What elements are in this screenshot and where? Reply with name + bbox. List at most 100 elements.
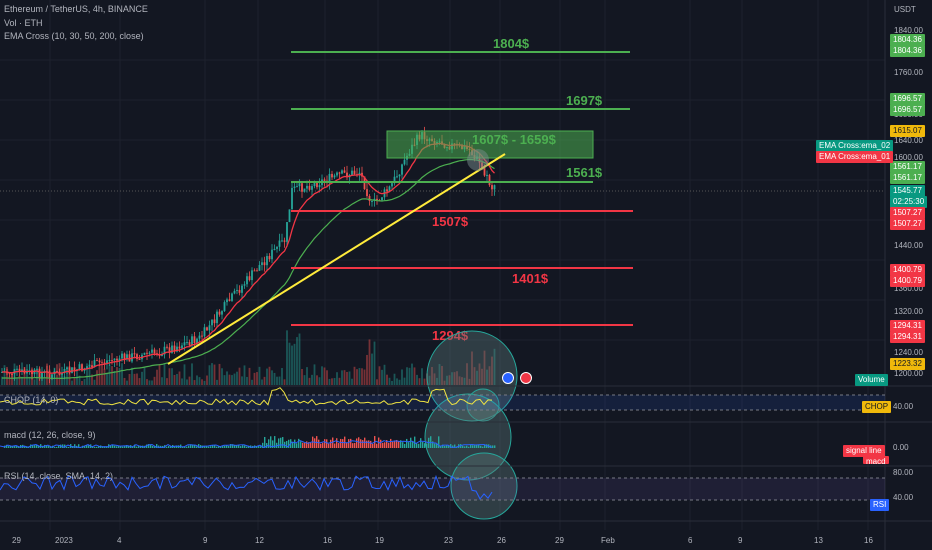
candle (338, 172, 341, 174)
volume-badge: Volume (855, 374, 888, 386)
symbol-legend[interactable]: Ethereum / TetherUS, 4h, BINANCE (4, 4, 148, 14)
volume-bar (383, 364, 386, 385)
macd-legend[interactable]: macd (12, 26, close, 9) (4, 430, 96, 440)
macd-bar (96, 446, 98, 448)
macd-bar (124, 445, 126, 448)
volume-bar (73, 378, 76, 385)
volume-bar (158, 363, 161, 385)
macd-bar (340, 438, 342, 448)
macd-bar (392, 441, 394, 448)
macd-bar (288, 439, 290, 448)
macd-bar (470, 444, 472, 448)
volume-bar (318, 377, 321, 385)
volume-bar (148, 380, 151, 385)
volume-legend[interactable]: Vol · ETH (4, 18, 43, 28)
volume-bar (441, 366, 443, 385)
macd-bar (306, 441, 308, 448)
macd-bar (444, 445, 446, 448)
candle (253, 270, 256, 272)
volume-bar (63, 376, 66, 385)
volume-bar (433, 373, 436, 385)
event-flag-icon[interactable] (502, 372, 514, 384)
candle (123, 353, 126, 360)
candle (203, 327, 206, 337)
candle (241, 285, 243, 293)
event-flag-icon[interactable] (520, 372, 532, 384)
volume-bar (411, 363, 413, 385)
macd-bar (66, 446, 68, 448)
candle (106, 360, 108, 364)
volume-bar (253, 372, 256, 385)
macd-bar (12, 446, 14, 448)
volume-bar (423, 378, 426, 385)
resistance-zone[interactable] (386, 130, 594, 159)
candle (396, 176, 398, 178)
macd-bar (418, 443, 420, 448)
volume-bar (473, 367, 476, 385)
volume-bar (236, 371, 238, 385)
candle (286, 222, 288, 242)
volume-bar (291, 345, 293, 385)
candle (341, 170, 343, 174)
volume-bar (271, 370, 273, 385)
macd-bar (368, 440, 370, 448)
volume-bar (136, 373, 138, 385)
price-tag: 1223.32 (890, 358, 925, 370)
volume-bar (178, 371, 181, 385)
volume-bar (168, 368, 171, 385)
candle (128, 354, 131, 362)
macd-bar (328, 443, 330, 448)
candle (191, 336, 193, 346)
volume-bar (298, 333, 301, 385)
volume-bar (296, 337, 298, 385)
volume-bar (408, 367, 411, 385)
time-tick: 16 (323, 536, 332, 545)
ema-legend[interactable]: EMA Cross (10, 30, 50, 200, close) (4, 31, 144, 41)
chop-legend[interactable]: CHOP (14, 0) (4, 395, 59, 405)
candle (148, 352, 151, 354)
price-tick: 1600.00 (894, 153, 923, 162)
candle (163, 346, 166, 355)
macd-bar (448, 445, 450, 448)
macd-bar (224, 445, 226, 448)
macd-bar (98, 445, 100, 448)
volume-bar (478, 363, 481, 385)
macd-bar (398, 441, 400, 448)
volume-bar (373, 341, 376, 385)
macd-bar (426, 443, 428, 448)
macd-bar (332, 437, 334, 448)
volume-bar (88, 364, 91, 385)
macd-bar (296, 443, 298, 448)
volume-bar (206, 375, 208, 385)
trend-line[interactable] (167, 153, 506, 365)
macd-bar (116, 446, 118, 448)
candle (353, 170, 356, 175)
candle (86, 366, 88, 369)
macd-bar (286, 440, 288, 448)
volume-bar (491, 356, 493, 385)
rsi-legend[interactable]: RSI (14, close, SMA, 14, 2) (4, 471, 114, 481)
macd-bar (394, 440, 396, 448)
macd-bar (272, 440, 274, 448)
volume-bar (313, 364, 316, 385)
candle (298, 183, 301, 187)
candle (346, 172, 348, 178)
volume-bar (241, 376, 243, 385)
macd-bar (176, 445, 178, 448)
volume-bar (268, 366, 271, 385)
candle (108, 360, 111, 362)
volume-bar (128, 373, 131, 385)
candle (78, 364, 81, 370)
level-label: 1401$ (512, 271, 549, 286)
macd-bar (114, 445, 116, 448)
macd-bar (150, 444, 152, 448)
volume-bar (221, 368, 223, 385)
candle (281, 240, 283, 242)
volume-bar (283, 379, 286, 385)
volume-bar (21, 376, 23, 385)
level-label: 1561$ (566, 165, 603, 180)
time-tick: 2023 (55, 536, 73, 545)
macd-bar (92, 446, 94, 448)
volume-bar (216, 379, 218, 385)
